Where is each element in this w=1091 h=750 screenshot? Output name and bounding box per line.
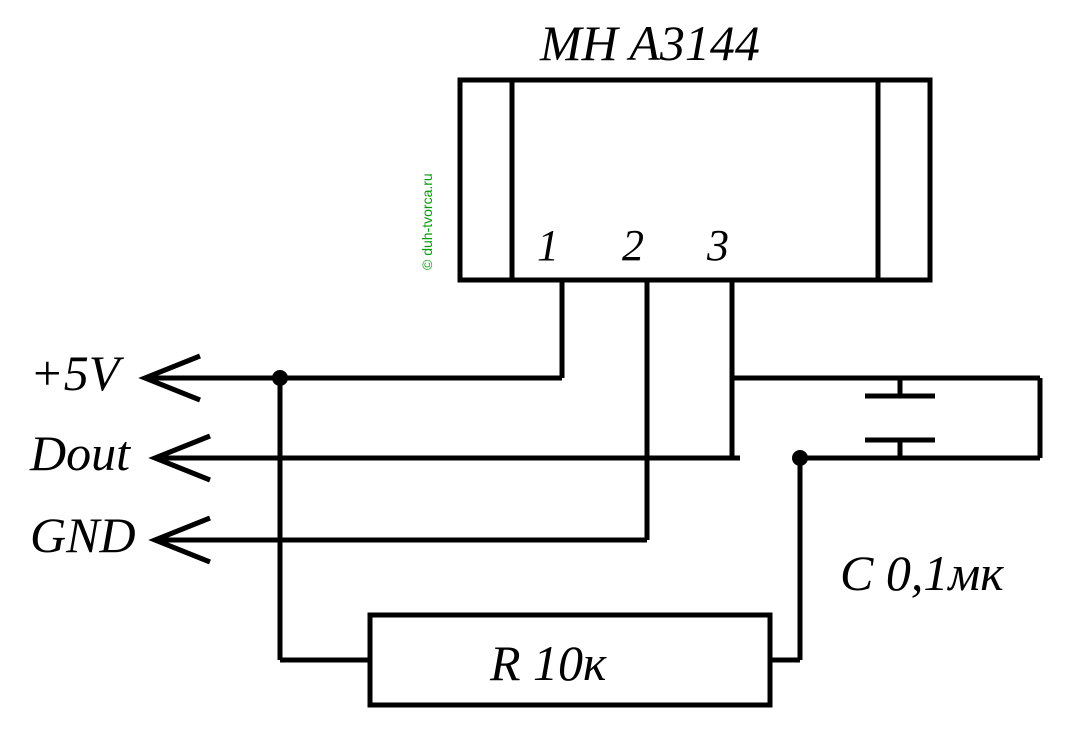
junction-dot (792, 450, 808, 466)
ic-pin2-label: 2 (622, 221, 644, 270)
resistor-label: R 10к (489, 635, 607, 691)
ic-body (460, 80, 930, 280)
junction-dot (272, 370, 288, 386)
terminal-vcc-label: +5V (30, 345, 125, 401)
terminal-dout-label: Dout (29, 425, 131, 481)
ic-title: MH A3144 (539, 15, 760, 71)
watermark: © duh-tvorca.ru (419, 173, 435, 270)
ic-pin1-label: 1 (537, 221, 559, 270)
capacitor-label: C 0,1мк (840, 545, 1004, 601)
ic-pin3-label: 3 (706, 221, 729, 270)
terminal-gnd-label: GND (30, 507, 136, 563)
